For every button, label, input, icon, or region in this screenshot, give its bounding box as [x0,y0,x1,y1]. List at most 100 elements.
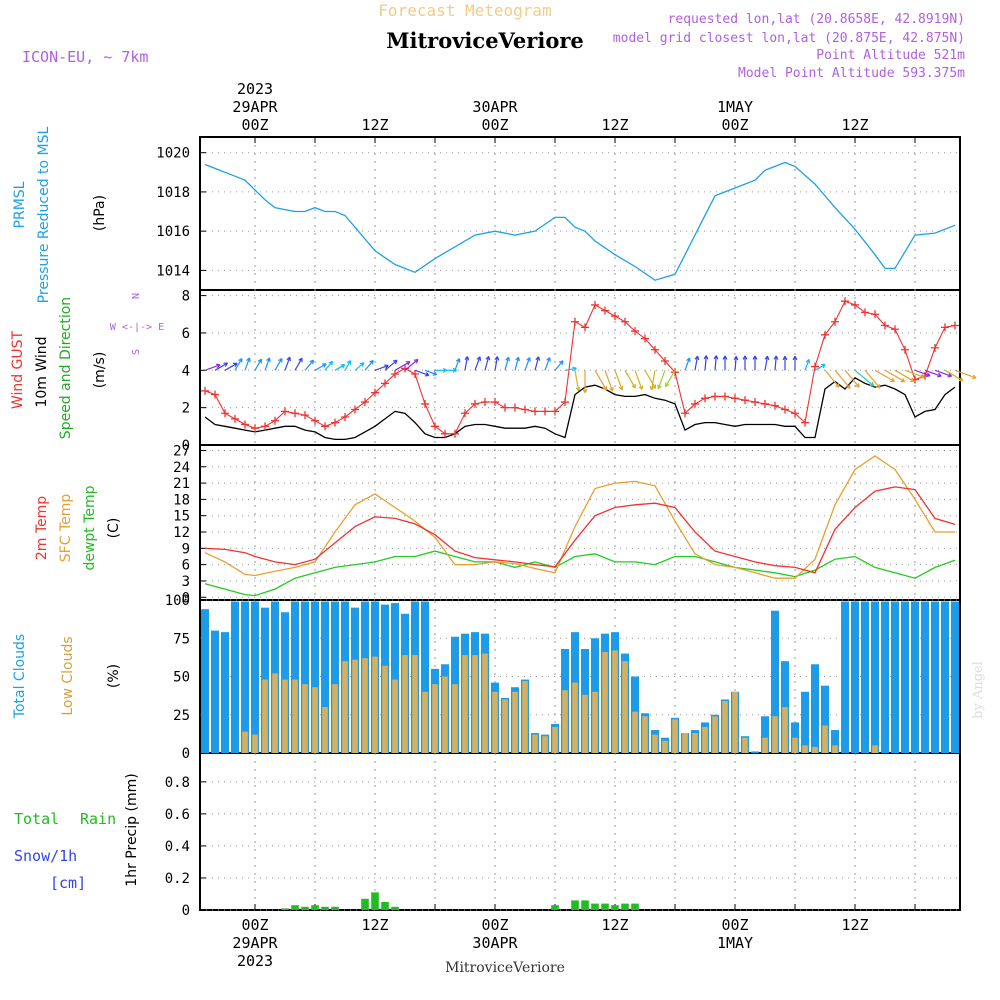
wind-arrow [804,359,810,371]
ytick-label-precip: 0.4 [165,839,190,855]
low-cloud-bar [542,736,548,753]
low-cloud-bar [802,745,808,753]
wind-arrow-head [384,364,389,369]
total-cloud-bar [421,601,429,753]
wind-arrow [824,369,840,388]
low-cloud-bar [292,679,298,753]
low-cloud-bar [792,737,798,753]
low-cloud-bar [592,691,598,753]
gust-marker [381,379,389,388]
wind-arrow-head [846,384,851,389]
ytick-label-pressure: 1018 [156,185,190,201]
rain-bar [571,900,579,910]
wind-arrow-head [773,355,779,360]
low-cloud-bar [242,731,248,753]
wind-arrow [764,356,769,371]
pressure-panel [204,161,956,281]
total-cloud-bar [291,601,299,753]
wind-arrow-head [322,363,327,368]
low-cloud-bar [402,655,408,753]
total-cloud-bar [851,601,859,753]
wind-arrow [474,356,481,371]
gust-marker [471,399,479,408]
wind-arrow-head [582,388,588,393]
time-label-bottom: 00Z [241,916,268,934]
ytick-label-temp: 27 [173,443,190,459]
gust-marker [361,398,369,407]
wind-arrow-head [215,363,221,369]
wind-arrow-head [875,384,881,389]
compass-rose: N W <-|-> E S [110,293,164,355]
low-cloud-bar [562,690,568,753]
gust-marker [601,306,609,315]
gust-marker [231,414,239,423]
wind-arrow-head [286,356,291,362]
low-cloud-bar [572,682,578,753]
closest-coords: model grid closest lon,lat (20.875E, 42.… [613,31,965,46]
wind-arrow [954,369,977,379]
wind-arrow [334,364,345,371]
wind-arrow-head [505,356,511,362]
low-cloud-bar [512,691,518,753]
pressure-label-2: Pressure Reduced to MSL [36,126,52,303]
gust-marker [291,409,299,418]
gust-marker [611,312,619,321]
wind-arrow-head [464,356,470,361]
total-cloud-bar [821,685,829,753]
model-label: ICON-EU, ~ 7km [22,48,148,66]
wind-arrow-head [257,358,262,364]
wind-arrow [454,358,460,371]
gust-marker [451,429,459,438]
watermark: by Angel [971,661,986,719]
low-cloud-bar [762,737,768,753]
rain-bar [551,905,559,910]
gust-marker [551,407,559,416]
snow-label: Snow/1h [14,847,77,865]
total-cloud-bar [251,601,259,753]
low-cloud-bar [322,707,328,753]
time-label-top: 00Z [481,116,508,134]
time-label-top: 1MAY [717,98,753,116]
compass-n: N [131,293,142,299]
low-cloud-bar [412,655,418,753]
wind-arrow [414,369,430,376]
low-cloud-bar [672,719,678,753]
wind-arrow [657,370,666,389]
gust-marker [531,407,539,416]
gust-marker [311,416,319,425]
wind-arrow-head [559,360,564,365]
wind10m-line [204,376,956,441]
gust-marker [881,321,889,330]
footer-location: MitroviceVeriore [445,960,565,976]
low-cloud-bar [742,737,748,753]
rain-bar [301,906,309,910]
sfc-temp-line [204,455,955,579]
total-cloud-bar [941,601,949,753]
total-cloud-bar [901,601,909,753]
ytick-label-precip: 0.2 [165,871,190,887]
gust-marker [371,388,379,397]
ytick-label-wind: 6 [182,326,190,342]
total-cloud-bar [311,601,319,753]
total-cloud-bar [951,601,959,753]
rain-bar [601,903,609,910]
low-cloud-bar [872,745,878,753]
temp-unit: (C) [106,518,122,539]
wind-arrow [224,362,238,371]
wind-arrow-head [575,386,581,392]
gust-marker [261,422,269,431]
wind-arrow [264,357,271,371]
wind-arrow [864,369,881,389]
gust-marker [721,392,729,401]
time-label-top: 00Z [241,116,268,134]
ytick-label-temp: 24 [173,460,190,476]
wind-arrow-head [392,359,398,365]
gust-marker [761,399,769,408]
wind-arrow [594,370,607,391]
chart-title: Forecast Meteogram [378,1,551,20]
wind-arrow-head [515,356,521,362]
wind-arrow-head [494,356,500,361]
low-cloud-bar [662,740,668,753]
wind-arrow-head [835,383,840,388]
low-cloud-bar [522,681,528,753]
